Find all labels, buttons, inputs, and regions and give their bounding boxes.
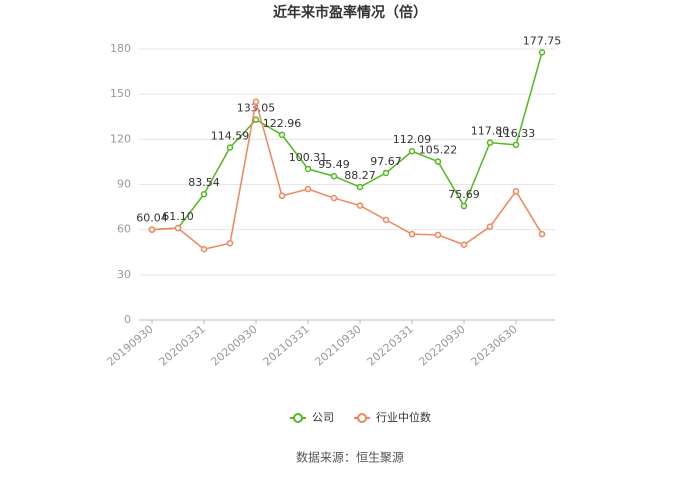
point [486,223,494,230]
point [538,230,546,238]
legend-label[interactable]: 行业中位数 [376,410,431,424]
point [434,158,442,165]
point [252,116,260,123]
point [512,188,520,195]
data-label: 177.75 [523,34,562,47]
point [252,98,260,105]
data-label: 117.80 [471,125,510,138]
point [434,231,442,239]
data-label: 100.31 [289,151,328,164]
point [330,194,338,202]
data-label: 83.54 [188,176,220,189]
data-label: 75.69 [448,188,480,201]
data-label: 88.27 [344,169,376,182]
point [174,224,182,232]
point [148,226,156,233]
legend-label[interactable]: 公司 [312,411,334,424]
data-label: 60.04 [136,212,168,225]
data-label: 105.22 [419,144,458,157]
series-line [151,101,543,251]
legend-marker[interactable] [357,413,367,423]
y-tick-label: 180 [110,42,131,55]
x-tick-label: 20230630 [469,323,520,369]
data-label: 122.96 [263,117,302,130]
legend-marker[interactable] [293,413,303,423]
chart-title: 近年来市盈率情况（倍） [273,4,427,21]
point [200,190,208,198]
series-line [151,52,543,231]
x-tick-label: 20210331 [261,323,312,369]
point [382,169,390,177]
point [304,185,312,193]
point [538,49,546,56]
y-tick-label: 150 [110,87,131,100]
point [460,241,468,248]
data-label: 61.10 [162,210,194,223]
point [304,165,312,173]
data-label: 114.59 [211,129,250,142]
point [408,230,416,238]
point [278,131,286,139]
point [200,245,208,253]
x-tick-label: 20220331 [365,323,416,369]
data-label: 116.33 [497,127,536,140]
y-tick-label: 60 [117,223,131,236]
point [460,202,468,210]
x-tick-label: 20210930 [313,323,364,369]
source: 数据来源：恒生聚源 [296,450,404,465]
point [486,139,494,146]
point [382,216,390,224]
point [226,239,234,247]
data-label: 97.67 [370,155,402,168]
x-tick-label: 20200331 [157,323,208,369]
data-label: 95.49 [318,158,350,171]
point [356,183,364,191]
x-tick-label: 20190930 [105,323,156,369]
point [226,144,234,151]
point [330,172,338,180]
x-tick-label: 20220930 [417,323,468,369]
y-tick-label: 90 [117,178,131,191]
data-label: 133.05 [237,102,276,115]
point [408,147,416,155]
point [512,141,520,149]
x-tick-label: 20200930 [209,323,260,369]
y-tick-label: 0 [124,313,131,326]
y-tick-label: 120 [110,132,131,145]
y-tick-label: 30 [117,268,131,281]
data-label: 112.09 [393,133,432,146]
point [278,192,286,200]
point [356,202,364,209]
